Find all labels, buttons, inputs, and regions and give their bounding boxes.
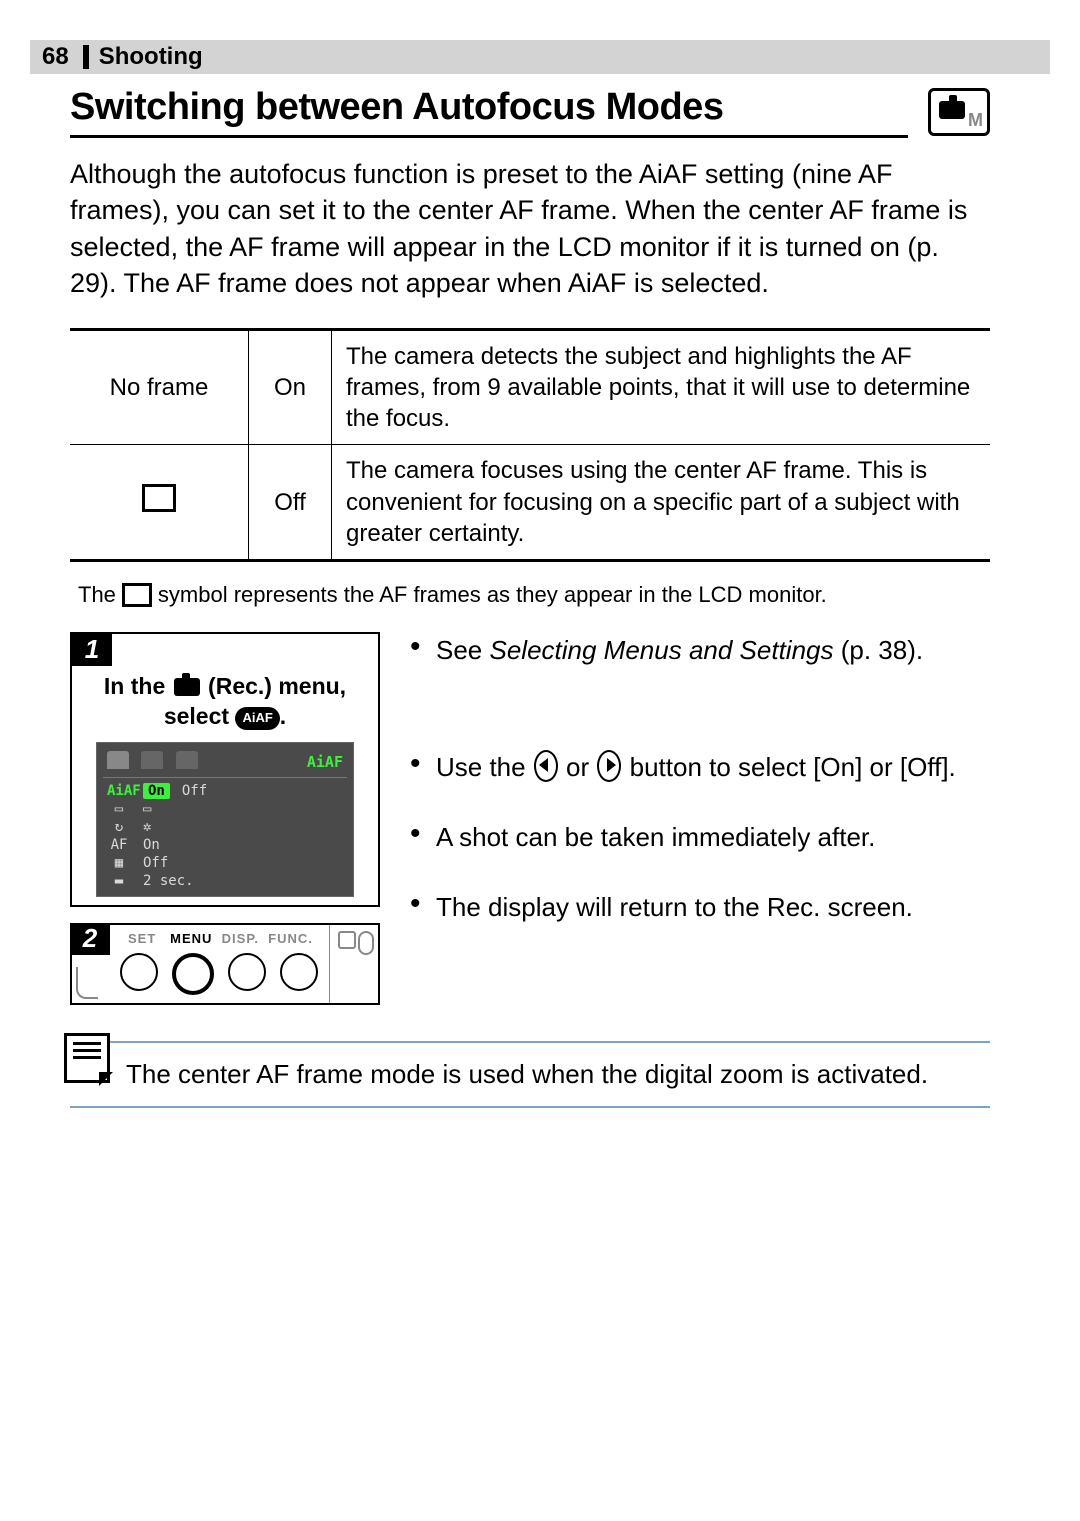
- lcd-value: ✲: [143, 819, 151, 835]
- intro-paragraph: Although the autofocus function is prese…: [70, 156, 990, 302]
- menu-label: MENU: [170, 931, 212, 946]
- set-label: SET: [128, 931, 156, 946]
- bullet-item: Use the or button to select [On] or [Off…: [410, 749, 990, 785]
- text: Use the: [436, 752, 533, 782]
- lcd-row-icon: ↻: [107, 819, 131, 835]
- step-text: See Selecting Menus and Settings (p. 38)…: [410, 632, 990, 1005]
- step-number-badge: 2: [70, 923, 110, 955]
- text: (p. 38).: [834, 635, 924, 665]
- lcd-row: ▦ Off: [103, 854, 347, 872]
- bullet-item: The display will return to the Rec. scre…: [410, 889, 990, 925]
- lcd-row: ▭▭: [103, 800, 347, 818]
- lcd-value: On: [143, 837, 160, 853]
- lcd-row: ▬ 2 sec.: [103, 872, 347, 890]
- lcd-tab-icon: [176, 751, 198, 769]
- title-row: Switching between Autofocus Modes M: [70, 86, 990, 138]
- lcd-menu-mock: AiAF AiAFOnOff▭▭↻✲AFOn▦Off▬2 sec.: [96, 742, 354, 897]
- text: In the: [104, 673, 165, 699]
- page-number: 68: [42, 43, 69, 71]
- lcd-value: ▭: [143, 801, 151, 817]
- frame-caption: The symbol represents the AF frames as t…: [78, 582, 990, 608]
- manual-page: 68 Shooting Switching between Autofocus …: [0, 0, 1080, 1521]
- disp-button-icon: [228, 953, 266, 991]
- state-cell: On: [249, 329, 332, 445]
- lcd-value: Off: [182, 783, 207, 799]
- text: See: [436, 635, 490, 665]
- disp-label: DISP.: [222, 931, 259, 946]
- bullet-item: A shot can be taken immediately after.: [410, 819, 990, 855]
- lcd-tab-icon: [107, 751, 129, 769]
- lcd-row: AF On: [103, 836, 347, 854]
- menu-button-icon: [172, 953, 214, 995]
- lcd-value: On: [143, 783, 170, 799]
- note-block: The center AF frame mode is used when th…: [70, 1041, 990, 1108]
- lcd-row-icon: ▬: [107, 873, 131, 889]
- frame-cell: No frame: [70, 329, 249, 445]
- reference-text: Selecting Menus and Settings: [490, 635, 834, 665]
- button-labels: SET MENU DISP. FUNC.: [128, 931, 313, 946]
- state-cell: Off: [249, 445, 332, 561]
- table-row: No frame On The camera detects the subje…: [70, 329, 990, 445]
- step-number-badge: 1: [72, 634, 112, 666]
- step-diagrams: 1 In the (Rec.) menu, select AiAF.: [70, 632, 380, 1005]
- lcd-title: AiAF: [307, 753, 343, 771]
- set-button-icon: [120, 953, 158, 991]
- mode-letter: M: [968, 110, 983, 131]
- camera-icon: [174, 678, 200, 696]
- lcd-row: ↻✲: [103, 818, 347, 836]
- caption-text: The: [78, 582, 116, 608]
- camera-body-outline-icon: [76, 967, 98, 999]
- aiaf-pill-icon: AiAF: [235, 707, 279, 730]
- desc-cell: The camera focuses using the center AF f…: [332, 445, 991, 561]
- text: or: [559, 752, 597, 782]
- lcd-rows: AiAFOnOff▭▭↻✲AFOn▦Off▬2 sec.: [103, 782, 347, 890]
- header-bar: 68 Shooting: [30, 40, 1050, 74]
- header-divider-icon: [83, 45, 89, 69]
- text: .: [280, 703, 286, 729]
- lcd-tabs: AiAF: [103, 749, 347, 778]
- af-frame-icon: [142, 484, 176, 512]
- section-title: Shooting: [99, 43, 203, 71]
- desc-cell: The camera detects the subject and highl…: [332, 329, 991, 445]
- title-underline: Switching between Autofocus Modes: [70, 86, 908, 138]
- lcd-value: Off: [143, 855, 168, 871]
- frame-cell: [70, 445, 249, 561]
- text: select: [164, 703, 229, 729]
- lcd-row: AiAF On Off: [103, 782, 347, 800]
- caption-text: symbol represents the AF frames as they …: [158, 582, 827, 608]
- left-nav-icon: [534, 750, 558, 782]
- note-text: The center AF frame mode is used when th…: [126, 1059, 928, 1089]
- lcd-row-icon: AF: [107, 837, 131, 853]
- lcd-row-icon: ▦: [107, 855, 131, 871]
- bullet-item: See Selecting Menus and Settings (p. 38)…: [410, 632, 990, 668]
- af-frame-icon: [122, 583, 152, 607]
- lcd-row-icon: ▭: [107, 801, 131, 817]
- step1-instruction: In the (Rec.) menu, select AiAF.: [82, 672, 368, 732]
- lcd-row-icon: AiAF: [107, 783, 131, 799]
- text: (Rec.) menu,: [208, 673, 346, 699]
- lcd-tab-icon: [141, 751, 163, 769]
- func-label: FUNC.: [268, 931, 313, 946]
- button-row: [120, 953, 318, 995]
- right-nav-icon: [597, 750, 621, 782]
- step1-card: 1 In the (Rec.) menu, select AiAF.: [70, 632, 380, 907]
- camera-manual-mode-icon: M: [928, 88, 990, 136]
- af-mode-table: No frame On The camera detects the subje…: [70, 328, 990, 562]
- page-title: Switching between Autofocus Modes: [70, 86, 723, 128]
- camera-grip-icon: [329, 925, 378, 1003]
- lcd-value: 2 sec.: [143, 873, 194, 889]
- steps: 1 In the (Rec.) menu, select AiAF.: [70, 632, 990, 1005]
- text: button to select [On] or [Off].: [622, 752, 955, 782]
- step2-card: 2 SET MENU DISP. FUNC.: [70, 923, 380, 1005]
- table-row: Off The camera focuses using the center …: [70, 445, 990, 561]
- note-icon: [64, 1033, 110, 1083]
- func-button-icon: [280, 953, 318, 991]
